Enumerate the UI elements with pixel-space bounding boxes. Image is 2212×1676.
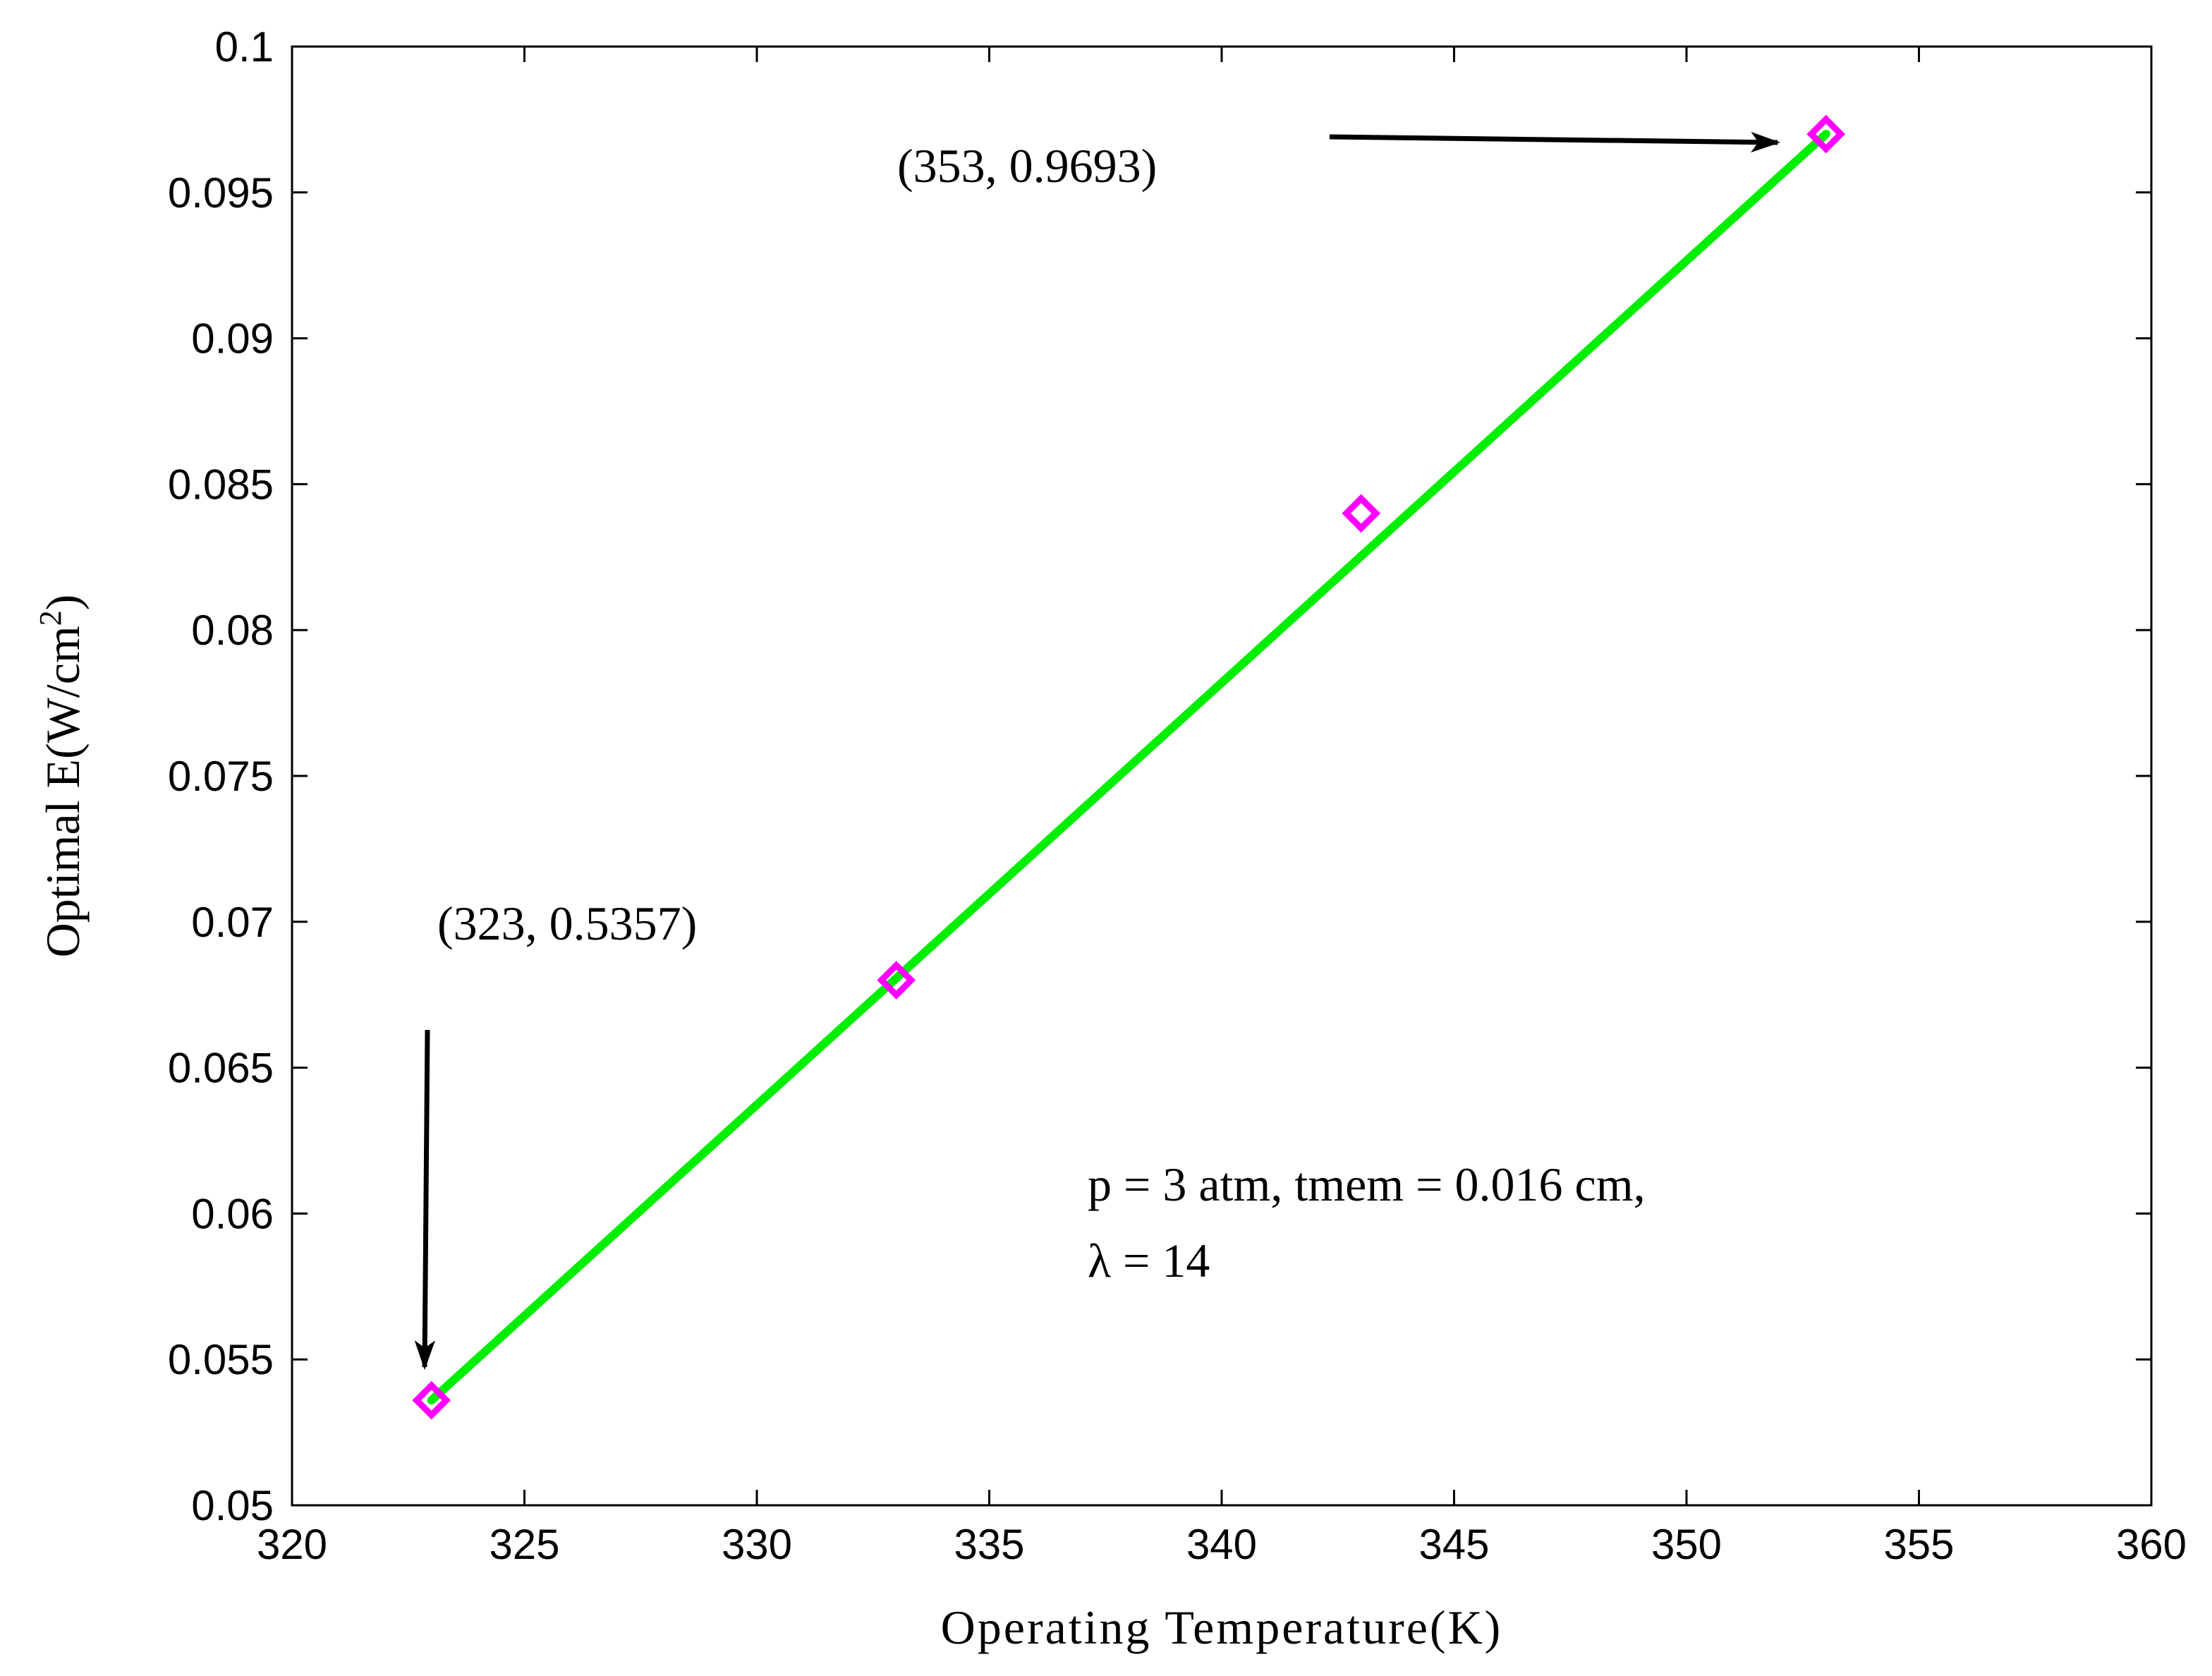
y-tick-label: 0.065 xyxy=(168,1045,274,1092)
data-point-marker xyxy=(412,1380,451,1420)
y-tick-label: 0.085 xyxy=(168,461,274,508)
x-tick-label: 325 xyxy=(489,1521,559,1568)
x-tick-label: 320 xyxy=(257,1521,327,1568)
plot-frame xyxy=(291,45,2153,1507)
series-line-fitted-line xyxy=(427,130,1830,1405)
y-tick-label: 0.095 xyxy=(168,169,274,217)
data-point-marker xyxy=(1806,114,1846,154)
y-tick-label: 0.075 xyxy=(168,753,274,800)
x-tick-label: 350 xyxy=(1651,1521,1722,1568)
y-tick-label: 0.1 xyxy=(215,23,274,71)
annotation-high-label: (353, 0.9693) xyxy=(897,139,1157,193)
y-tick-label: 0.06 xyxy=(191,1190,274,1237)
x-tick-label: 360 xyxy=(2116,1521,2187,1568)
ticks-layer: 320 325 330 335 340 345 350 355 360 0.05 0.055 0.06… xyxy=(168,23,2187,1568)
y-axis-title-sup: 2 xyxy=(33,610,68,626)
y-tick-label: 0.08 xyxy=(191,607,274,654)
plot-background xyxy=(292,47,2151,1505)
x-tick-label: 355 xyxy=(1883,1521,1954,1568)
data-point-marker xyxy=(877,961,916,1000)
x-tick-label: 345 xyxy=(1418,1521,1489,1568)
annotation-high-arrow xyxy=(1329,131,1781,153)
annotation-low-label: (323, 0.5357) xyxy=(437,897,697,950)
parameters-text-line2: λ = 14 xyxy=(1088,1234,1210,1287)
y-tick-label: 0.055 xyxy=(168,1336,274,1383)
y-axis-title-end: ) xyxy=(36,595,90,611)
y-tick-label: 0.07 xyxy=(191,899,274,946)
annotation-low-arrow xyxy=(414,1029,436,1371)
y-axis-title-main: Optimal E(W/cm xyxy=(36,626,90,957)
x-tick-label: 335 xyxy=(954,1521,1024,1568)
x-tick-label: 340 xyxy=(1186,1521,1257,1568)
y-axis-title: Optimal E(W/cm2) xyxy=(33,595,90,958)
parameters-text-line1: p = 3 atm, tmem = 0.016 cm, xyxy=(1088,1158,1646,1211)
series-layer xyxy=(412,114,1846,1420)
data-point-marker xyxy=(1342,494,1381,533)
x-axis-title: Operating Temperature(K) xyxy=(941,1601,1503,1654)
x-tick-label: 330 xyxy=(722,1521,792,1568)
y-tick-label: 0.05 xyxy=(191,1482,274,1529)
y-tick-label: 0.09 xyxy=(191,315,274,363)
